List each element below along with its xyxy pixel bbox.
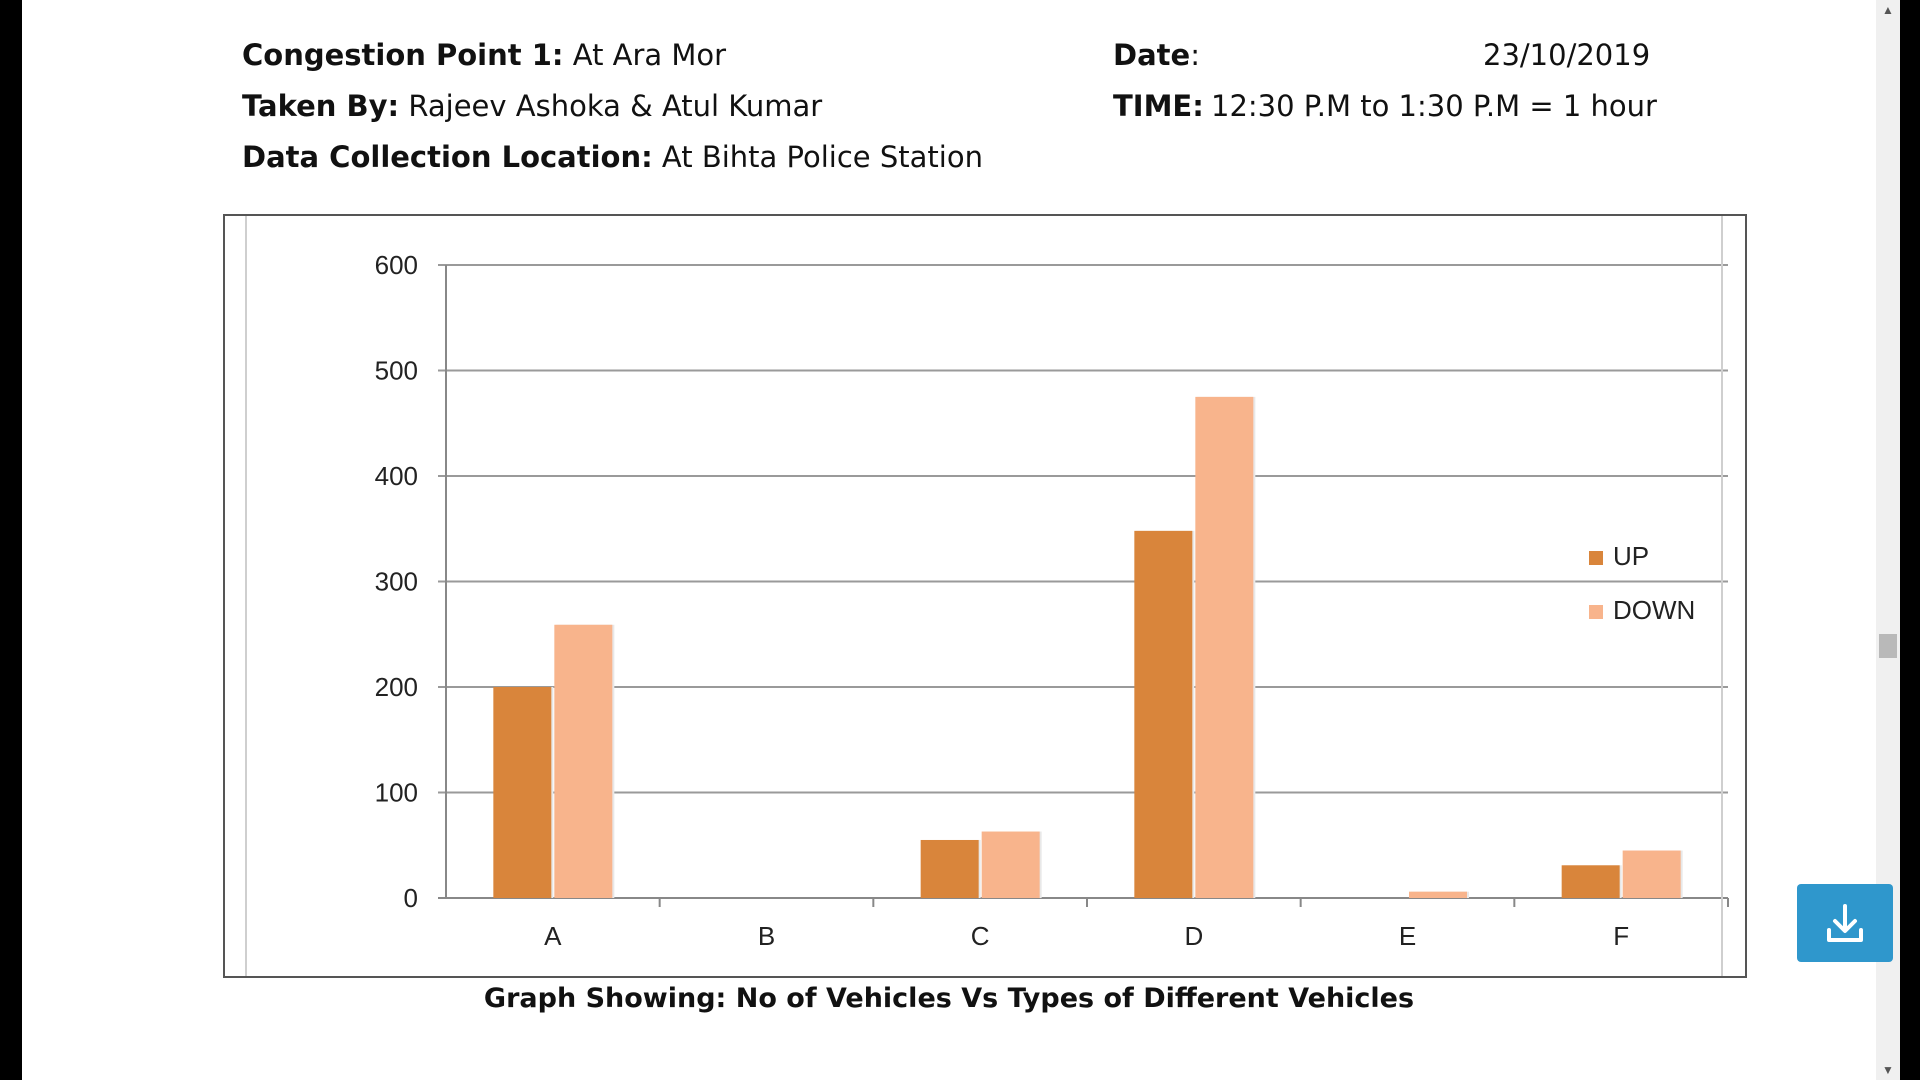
bar-up — [1561, 865, 1620, 898]
x-tick-label: B — [758, 921, 775, 951]
bar-up — [1134, 530, 1193, 898]
time-line: TIME: — [1113, 89, 1204, 123]
document-page: Congestion Point 1: At Ara Mor Taken By:… — [22, 0, 1876, 1080]
y-tick-label: 200 — [375, 672, 418, 702]
taken-by-label: Taken By: — [242, 89, 400, 123]
congestion-point-label: Congestion Point 1: — [242, 38, 564, 72]
legend-label: DOWN — [1613, 595, 1695, 625]
taken-by-value: Rajeev Ashoka & Atul Kumar — [399, 89, 823, 123]
legend-label: UP — [1613, 541, 1649, 571]
download-button[interactable] — [1797, 884, 1893, 962]
y-tick-label: 500 — [375, 356, 418, 386]
scroll-thumb[interactable] — [1879, 634, 1897, 658]
taken-by-line: Taken By: Rajeev Ashoka & Atul Kumar — [242, 89, 822, 123]
bar-down — [1409, 891, 1467, 898]
y-tick-label: 0 — [404, 883, 418, 913]
y-tick-label: 400 — [375, 461, 418, 491]
x-tick-label: C — [971, 921, 990, 951]
y-tick-label: 300 — [375, 567, 418, 597]
congestion-point-value: At Ara Mor — [563, 38, 727, 72]
bar-chart: 0 100 200 300 400 500 600 A B C D E F UP DOWN — [375, 250, 1729, 951]
bar-up — [493, 687, 552, 898]
location-label: Data Collection Location: — [242, 140, 653, 174]
bar-down — [981, 831, 1040, 898]
date-colon: : — [1190, 38, 1200, 72]
bar-down — [554, 624, 613, 898]
location-value: At Bihta Police Station — [652, 140, 983, 174]
right-edge — [1900, 0, 1920, 1080]
scroll-down-icon[interactable]: ▼ — [1882, 1063, 1894, 1077]
congestion-point-line: Congestion Point 1: At Ara Mor — [242, 38, 726, 72]
bar-up — [920, 839, 979, 898]
bar-down — [1622, 850, 1681, 898]
chart-inner-border — [245, 216, 1723, 976]
chart-frame: 0 100 200 300 400 500 600 A B C D E F UP DOWN — [223, 214, 1747, 978]
x-tick-label: F — [1613, 921, 1629, 951]
date-value: 23/10/2019 — [1483, 38, 1651, 72]
location-line: Data Collection Location: At Bihta Polic… — [242, 140, 983, 174]
bar-down — [1195, 396, 1254, 898]
time-value: 12:30 P.M to 1:30 P.M = 1 hour — [1211, 89, 1657, 123]
date-line: Date: — [1113, 38, 1200, 72]
date-label: Date — [1113, 38, 1191, 72]
legend-swatch — [1589, 605, 1603, 619]
x-tick-label: D — [1184, 921, 1203, 951]
x-tick-label: A — [544, 921, 562, 951]
legend-swatch — [1589, 551, 1603, 565]
time-label: TIME: — [1113, 89, 1204, 123]
x-tick-label: E — [1399, 921, 1416, 951]
y-tick-label: 100 — [375, 778, 418, 808]
chart-caption: Graph Showing: No of Vehicles Vs Types o… — [483, 983, 1415, 1014]
download-icon — [1827, 904, 1863, 942]
y-tick-label: 600 — [375, 250, 418, 280]
scroll-up-icon[interactable]: ▲ — [1882, 3, 1894, 17]
